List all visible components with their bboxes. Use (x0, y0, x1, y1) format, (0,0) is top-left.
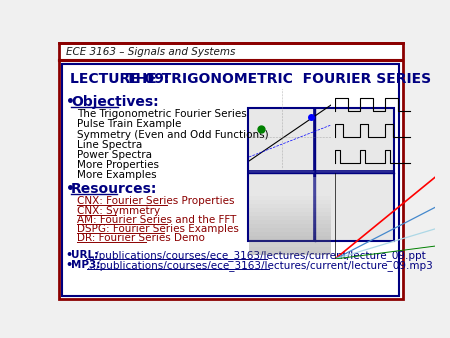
Bar (63, 64, 399, 296)
Text: DSPG: Fourier Series Examples: DSPG: Fourier Series Examples (77, 224, 239, 234)
Text: Power Spectra: Power Spectra (77, 149, 152, 160)
Text: DR: Fourier Series Demo: DR: Fourier Series Demo (77, 234, 205, 243)
Text: CNX: Symmetry: CNX: Symmetry (77, 206, 160, 216)
Bar (249, 208, 331, 212)
Text: Symmetry (Even and Odd Functions): Symmetry (Even and Odd Functions) (77, 129, 269, 140)
Text: •: • (66, 250, 73, 260)
Text: Objectives:: Objectives: (71, 95, 158, 109)
Text: The Trigonometric Fourier Series: The Trigonometric Fourier Series (77, 110, 247, 119)
Bar (249, 200, 331, 204)
Bar (249, 228, 331, 232)
Text: LECTURE 09:: LECTURE 09: (70, 72, 175, 86)
Text: Resources:: Resources: (71, 182, 158, 196)
Bar (249, 236, 331, 239)
Text: MP3:: MP3: (71, 260, 100, 270)
Bar (248, 108, 314, 171)
Bar (249, 251, 331, 255)
Text: •: • (66, 95, 74, 109)
Text: •: • (66, 260, 73, 270)
Text: URL:: URL: (71, 250, 98, 260)
Text: .../publications/courses/ece_3163/lectures/current/lecture_09.ppt: .../publications/courses/ece_3163/lectur… (86, 250, 427, 261)
Bar (315, 173, 394, 241)
Text: •: • (66, 182, 74, 196)
Text: CNX: Fourier Series Properties: CNX: Fourier Series Properties (77, 196, 235, 207)
Bar (249, 204, 331, 208)
Bar (249, 177, 331, 181)
Bar (249, 247, 331, 251)
Bar (249, 212, 331, 216)
Bar (249, 181, 331, 185)
Text: Pulse Train Example: Pulse Train Example (77, 120, 181, 129)
Bar (249, 196, 331, 200)
Text: AM: Fourier Series and the FFT: AM: Fourier Series and the FFT (77, 215, 237, 225)
Text: .../publications/courses/ece_3163/lectures/current/lecture_09.mp3: .../publications/courses/ece_3163/lectur… (87, 260, 434, 271)
Bar (249, 239, 331, 243)
Bar (249, 216, 331, 220)
Bar (248, 108, 394, 241)
Text: More Properties: More Properties (77, 160, 159, 170)
Text: More Examples: More Examples (77, 170, 157, 179)
Text: ECE 3163 – Signals and Systems: ECE 3163 – Signals and Systems (66, 47, 235, 57)
Bar (249, 232, 331, 236)
Text: Line Spectra: Line Spectra (77, 140, 142, 149)
Bar (249, 185, 331, 189)
Bar (248, 173, 314, 241)
Bar (249, 193, 331, 196)
Bar (249, 243, 331, 247)
Text: THE TRIGONOMETRIC  FOURIER SERIES: THE TRIGONOMETRIC FOURIER SERIES (126, 72, 431, 86)
Bar (249, 220, 331, 224)
Bar (315, 108, 394, 171)
Bar (249, 224, 331, 228)
Bar (249, 189, 331, 193)
